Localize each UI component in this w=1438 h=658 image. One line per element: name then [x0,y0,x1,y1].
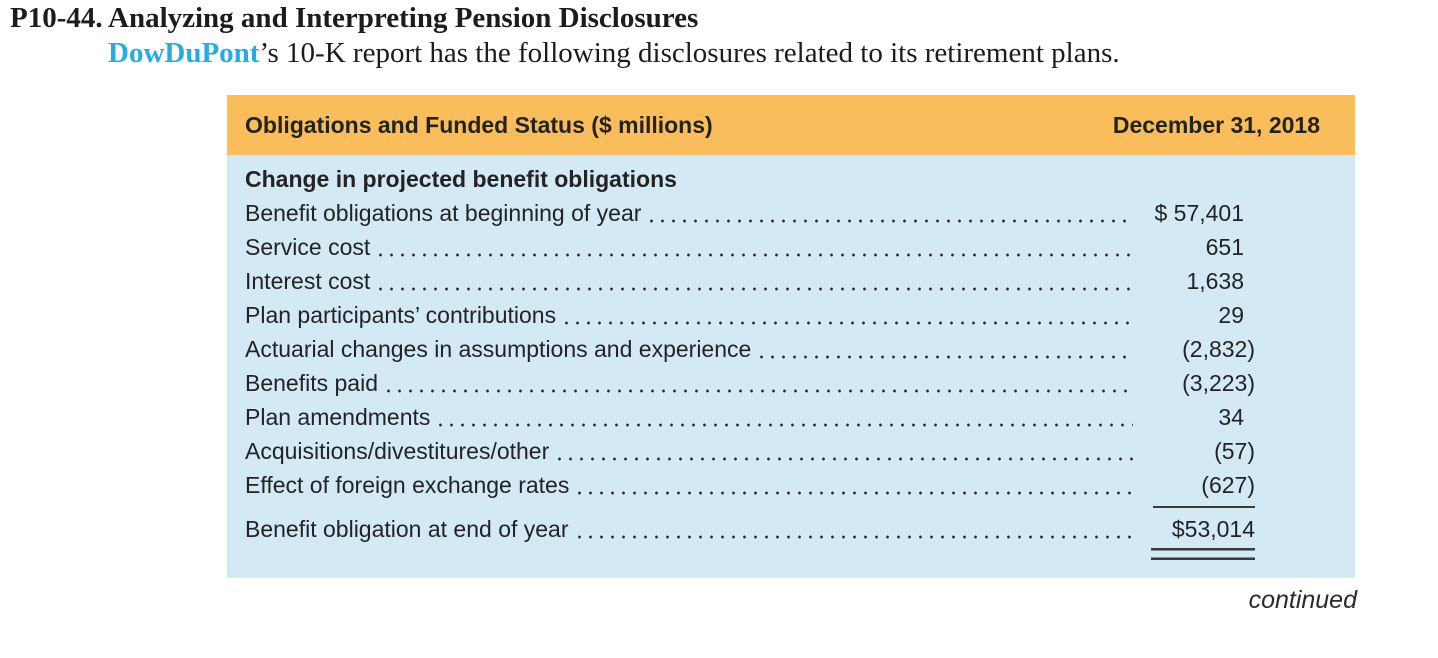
table-total-row: Benefit obligation at end of year $53,014 [245,512,1255,560]
row-amount: (2,832) [1182,336,1255,362]
row-label: Plan participants’ contributions [245,302,557,328]
dot-leader [572,468,1133,502]
dot-leader [552,434,1133,468]
row-label: Benefit obligations at beginning of year [245,200,642,226]
table-row: Acquisitions/divestitures/other (57) [245,434,1255,468]
row-label: Plan amendments [245,404,431,430]
row-amount: 29 [1218,302,1244,328]
row-label: Benefits paid [245,370,378,396]
company-link[interactable]: DowDuPont [108,37,260,69]
row-label: Interest cost [245,268,371,294]
table-row: Benefits paid (3,223) [245,366,1255,400]
row-amount: (57) [1214,438,1255,464]
row-label: Effect of foreign exchange rates [245,472,570,498]
continued-label: continued [1248,586,1357,614]
row-amount: 34 [1218,404,1244,430]
dot-leader [754,332,1133,366]
problem-intro: DowDuPont’s 10-K report has the followin… [108,36,1120,71]
problem-title: Analyzing and Interpreting Pension Discl… [108,2,699,34]
problem-number: P10-44. [10,2,103,34]
table-row: Plan amendments 34 [245,400,1255,434]
row-amount: (627) [1137,468,1255,508]
table-header-title: Obligations and Funded Status ($ million… [245,111,713,138]
table-row: Actuarial changes in assumptions and exp… [245,332,1255,366]
dot-leader [373,230,1133,264]
table-body: Change in projected benefit obligations … [227,155,1355,578]
dot-leader [571,512,1133,546]
dot-leader [644,196,1133,230]
problem-text-block: Analyzing and Interpreting Pension Discl… [108,1,1120,71]
row-label: Acquisitions/divestitures/other [245,438,550,464]
row-amount: 1,638 [1186,268,1244,294]
table-row: Service cost 651 [245,230,1255,264]
section-heading: Change in projected benefit obligations [245,166,677,192]
problem-header: P10-44. Analyzing and Interpreting Pensi… [10,1,1120,71]
table-row: Benefit obligations at beginning of year… [245,196,1255,230]
row-label: Actuarial changes in assumptions and exp… [245,336,752,362]
dot-leader [559,298,1133,332]
table-row: Effect of foreign exchange rates (627) [245,468,1255,508]
table-header-date: December 31, 2018 [1112,111,1320,138]
row-amount: $ 57,401 [1154,200,1244,226]
dot-leader [433,400,1133,434]
dot-leader [380,366,1133,400]
row-amount: (3,223) [1182,370,1255,396]
table-rows: Benefit obligations at beginning of year… [245,196,1255,560]
table-header-row: Obligations and Funded Status ($ million… [227,95,1355,155]
pension-disclosure-table: Obligations and Funded Status ($ million… [227,95,1355,578]
problem-intro-text: ’s 10-K report has the following disclos… [259,37,1120,69]
row-amount: $53,014 [1137,512,1255,560]
row-label: Service cost [245,234,371,260]
row-amount: 651 [1205,234,1244,260]
table-row: Interest cost 1,638 [245,264,1255,298]
row-label: Benefit obligation at end of year [245,516,569,542]
dot-leader [373,264,1133,298]
table-row: Plan participants’ contributions 29 [245,298,1255,332]
